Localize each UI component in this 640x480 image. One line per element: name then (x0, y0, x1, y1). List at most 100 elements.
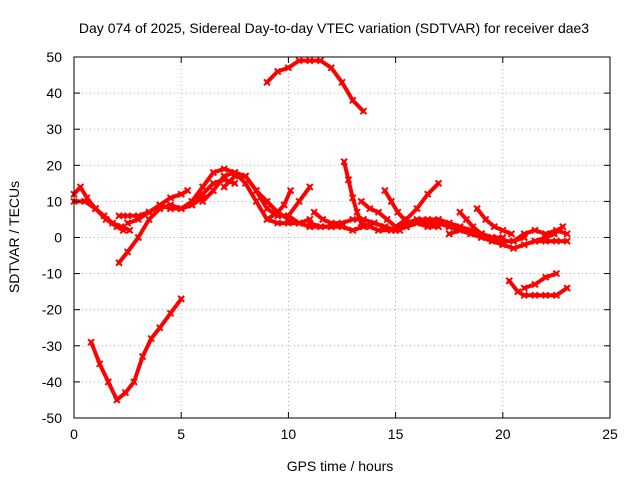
data-point (318, 215, 327, 224)
data-point (466, 230, 475, 238)
data-point (306, 56, 314, 65)
data-point (552, 269, 561, 278)
series-line (533, 224, 565, 244)
data-point (520, 230, 528, 238)
x-tick-label: 5 (177, 426, 185, 442)
data-point (338, 219, 346, 227)
data-series (70, 56, 571, 404)
data-point (138, 352, 147, 361)
data-point (563, 284, 571, 292)
data-point (327, 219, 335, 227)
data-point (81, 197, 89, 206)
x-tick-labels: 0 5 10 15 20 25 (70, 426, 618, 442)
data-point (156, 201, 164, 209)
data-point (357, 197, 366, 206)
data-point (349, 226, 357, 234)
data-point (115, 259, 123, 267)
data-point (499, 233, 507, 242)
data-point (280, 201, 288, 209)
data-point (231, 179, 239, 188)
data-point (563, 237, 571, 245)
data-point (183, 186, 192, 195)
data-point (76, 183, 85, 191)
y-tick-label: -20 (42, 302, 62, 318)
data-point (166, 201, 175, 209)
data-point (349, 96, 357, 105)
data-point (520, 241, 528, 249)
data-point (284, 212, 293, 220)
data-point (316, 222, 325, 231)
data-point (383, 215, 391, 224)
y-axis-label: SDTVAR / TECUs (6, 181, 22, 293)
data-point (134, 233, 143, 242)
series-s25 (520, 269, 561, 292)
data-point (295, 197, 303, 206)
y-tick-label: -10 (42, 266, 62, 282)
data-point (130, 378, 138, 386)
data-point (220, 165, 228, 173)
series-s20 (456, 208, 507, 242)
data-point (177, 295, 185, 303)
data-point (531, 291, 539, 299)
x-tick-label: 0 (70, 426, 78, 442)
data-point (338, 78, 346, 86)
data-point (552, 237, 561, 245)
data-point (477, 230, 486, 238)
data-point (295, 56, 303, 65)
y-tick-label: 10 (46, 193, 62, 209)
y-tick-labels: -50 -40 -30 -20 -10 0 10 20 30 40 50 (42, 49, 62, 426)
data-point (413, 204, 421, 213)
data-point (507, 230, 516, 238)
data-point (499, 226, 507, 234)
data-point (87, 338, 95, 346)
data-point (445, 230, 453, 238)
x-tick-label: 20 (495, 426, 511, 442)
data-point (469, 222, 477, 231)
axis-ticks (73, 56, 611, 419)
data-point (263, 215, 271, 224)
data-point (413, 219, 421, 227)
data-point (252, 186, 260, 195)
series-s11 (87, 295, 185, 404)
data-point (424, 190, 432, 198)
data-point (220, 172, 228, 180)
data-point (252, 197, 260, 206)
data-point (220, 183, 228, 191)
data-point (509, 244, 518, 253)
data-point (100, 212, 108, 220)
data-point (123, 212, 132, 220)
data-point (488, 233, 496, 242)
data-point (166, 194, 175, 202)
data-point (273, 208, 282, 216)
data-point (391, 222, 400, 231)
data-point (402, 215, 411, 224)
x-tick-label: 15 (388, 426, 404, 442)
data-point (499, 241, 507, 249)
data-point (273, 219, 282, 227)
data-point (550, 230, 558, 238)
data-point (481, 215, 490, 224)
data-point (188, 197, 196, 206)
data-point (145, 215, 153, 224)
data-point (374, 208, 383, 216)
data-point (434, 219, 443, 227)
data-point (490, 222, 498, 231)
data-point (209, 186, 218, 195)
data-point (357, 219, 366, 227)
y-tick-label: 20 (46, 157, 62, 173)
data-point (241, 172, 250, 180)
data-point (520, 284, 528, 292)
data-point (531, 237, 539, 245)
data-point (327, 64, 335, 72)
y-tick-label: -30 (42, 338, 62, 354)
y-tick-label: 50 (46, 49, 62, 65)
series-s9 (263, 186, 295, 224)
data-point (231, 172, 239, 180)
y-tick-label: 0 (54, 230, 62, 246)
data-point (263, 78, 271, 86)
data-point (462, 215, 471, 224)
data-point (552, 291, 561, 299)
data-point (381, 186, 389, 195)
data-point (366, 222, 374, 231)
data-point (349, 215, 357, 224)
